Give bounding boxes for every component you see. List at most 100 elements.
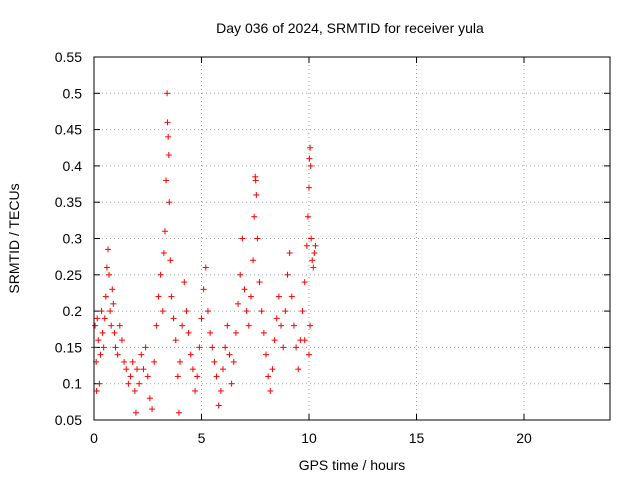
data-point	[307, 322, 314, 329]
data-point	[104, 246, 111, 253]
y-tick-label: 0.55	[55, 49, 82, 65]
data-point	[230, 358, 237, 365]
x-axis-label: GPS time / hours	[299, 457, 406, 473]
data-point	[165, 133, 172, 140]
data-point	[286, 250, 293, 257]
data-point	[224, 322, 231, 329]
data-point	[144, 373, 151, 380]
data-point	[237, 271, 244, 278]
data-point	[280, 344, 287, 351]
y-tick-label: 0.2	[63, 303, 83, 319]
data-point	[114, 351, 121, 358]
data-point	[94, 315, 101, 322]
data-point	[160, 250, 167, 257]
data-point	[98, 308, 105, 315]
data-point	[108, 322, 115, 329]
data-point	[290, 322, 297, 329]
data-point	[177, 358, 183, 365]
data-point	[306, 184, 312, 191]
data-point	[288, 293, 295, 300]
data-point	[161, 228, 168, 235]
data-point	[271, 337, 278, 344]
plot-frame	[93, 56, 611, 421]
y-tick-label: 0.15	[55, 339, 82, 355]
data-point	[196, 344, 203, 351]
data-point	[129, 358, 136, 365]
data-point	[311, 250, 318, 257]
data-point	[118, 337, 125, 344]
data-point	[146, 395, 153, 402]
data-point	[312, 242, 319, 249]
data-point	[155, 293, 162, 300]
data-point	[247, 293, 254, 300]
data-point	[136, 380, 143, 387]
y-tick-label: 0.25	[55, 267, 82, 283]
data-point	[116, 322, 123, 329]
data-point	[97, 351, 104, 358]
data-point	[308, 235, 315, 242]
data-point	[192, 387, 199, 394]
data-point	[174, 373, 181, 380]
data-point	[187, 351, 194, 358]
data-point	[170, 315, 177, 322]
data-point	[260, 329, 267, 336]
data-point	[299, 308, 306, 315]
data-point	[217, 387, 224, 394]
data-point	[131, 387, 138, 394]
data-point	[127, 373, 134, 380]
data-point	[149, 406, 156, 413]
y-tick-label: 0.5	[63, 85, 83, 101]
data-point	[228, 380, 235, 387]
data-point	[164, 119, 171, 126]
data-point	[175, 409, 182, 416]
data-point	[189, 366, 196, 373]
y-tick-label: 0.3	[63, 231, 83, 247]
data-point	[226, 351, 233, 358]
data-point	[103, 264, 110, 271]
data-point	[275, 293, 282, 300]
data-point	[307, 162, 314, 169]
data-point	[96, 380, 103, 387]
data-point	[239, 235, 246, 242]
data-point	[185, 329, 192, 336]
data-point	[163, 177, 170, 184]
data-point	[215, 402, 222, 409]
data-point	[132, 409, 139, 416]
y-tick-label: 0.4	[63, 158, 83, 174]
data-point	[267, 387, 274, 394]
data-point	[121, 358, 128, 365]
y-tick-label: 0.35	[55, 194, 82, 210]
data-point	[232, 329, 239, 336]
data-point	[102, 293, 109, 300]
data-point	[138, 351, 145, 358]
data-point	[301, 279, 308, 286]
data-point	[253, 191, 260, 198]
data-point	[200, 286, 207, 293]
data-point	[140, 366, 147, 373]
data-point	[207, 329, 214, 336]
data-point	[273, 315, 280, 322]
data-point	[142, 344, 149, 351]
data-points	[91, 90, 319, 416]
data-point	[101, 315, 108, 322]
data-point	[159, 308, 166, 315]
data-point	[157, 271, 164, 278]
data-point	[181, 279, 188, 286]
data-point	[172, 337, 179, 344]
data-point	[168, 293, 175, 300]
data-point	[99, 329, 106, 336]
data-point	[112, 344, 119, 351]
data-point	[153, 322, 160, 329]
data-point	[213, 373, 220, 380]
grid	[94, 57, 610, 420]
data-point	[183, 308, 190, 315]
data-point	[95, 337, 102, 344]
data-point	[269, 366, 276, 373]
data-point	[167, 257, 174, 264]
data-point	[250, 257, 257, 264]
data-point	[309, 257, 316, 264]
data-point	[100, 344, 107, 351]
data-point	[304, 213, 311, 220]
data-point	[241, 286, 248, 293]
